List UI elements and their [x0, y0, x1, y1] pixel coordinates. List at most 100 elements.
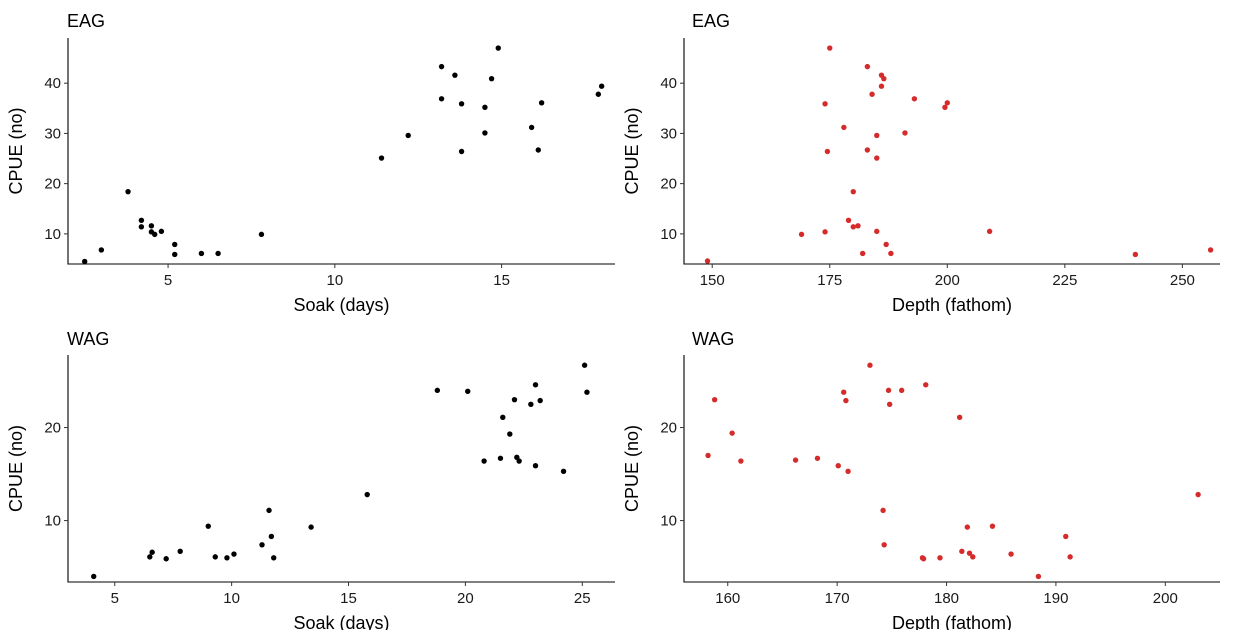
data-point — [822, 101, 828, 107]
data-point — [266, 507, 272, 514]
y-tick-label: 20 — [44, 420, 61, 437]
data-point — [482, 130, 488, 136]
data-point — [507, 431, 513, 437]
data-point — [855, 223, 861, 229]
data-point — [989, 523, 996, 529]
data-point — [920, 556, 927, 562]
x-tick-label: 190 — [1043, 590, 1068, 607]
data-point — [835, 463, 841, 469]
data-point — [481, 458, 487, 464]
data-point — [581, 362, 588, 368]
data-point — [1008, 551, 1014, 557]
data-point — [878, 83, 885, 89]
data-point — [205, 523, 211, 529]
data-point — [885, 387, 892, 394]
x-axis-title: Soak (days) — [293, 295, 389, 315]
data-point — [822, 229, 828, 235]
data-point — [986, 228, 993, 235]
x-axis-title: Depth (fathom) — [892, 295, 1012, 315]
x-tick-label: 150 — [700, 272, 725, 289]
data-point — [902, 130, 908, 136]
data-point — [497, 455, 504, 461]
y-axis-title: CPUE (no) — [622, 425, 642, 512]
data-point — [438, 63, 445, 70]
y-axis-title: CPUE (no) — [6, 425, 26, 512]
x-tick-label: 170 — [825, 590, 850, 607]
x-tick-label: 160 — [715, 590, 740, 607]
x-tick-label: 225 — [1052, 272, 1077, 289]
x-tick-label: 5 — [111, 590, 119, 607]
data-point — [874, 155, 880, 161]
data-point — [888, 250, 894, 257]
x-tick-label: 200 — [935, 272, 960, 289]
data-point — [814, 455, 821, 461]
data-point — [883, 241, 889, 248]
x-tick-label: 15 — [340, 590, 357, 607]
panel-title: EAG — [692, 11, 730, 31]
x-tick-label: 15 — [493, 272, 510, 289]
y-tick-label: 20 — [44, 176, 61, 193]
data-point — [138, 224, 145, 230]
y-tick-label: 10 — [44, 226, 61, 243]
data-point — [959, 548, 965, 554]
data-point — [482, 104, 488, 111]
data-point — [850, 188, 856, 195]
data-point — [859, 250, 866, 257]
data-point — [705, 452, 711, 459]
x-tick-label: 10 — [223, 590, 240, 607]
data-point — [148, 223, 155, 229]
wag-depth-panel: WAG Depth (fathom) CPUE (no) 160 170 180 19… — [622, 329, 1220, 630]
data-point — [231, 551, 237, 557]
data-point — [458, 148, 465, 155]
data-point — [845, 468, 851, 474]
y-tick-label: 10 — [44, 513, 61, 530]
y-tick-label: 20 — [660, 176, 677, 193]
data-point — [152, 231, 158, 238]
x-tick-label: 20 — [457, 590, 474, 607]
data-point — [827, 45, 833, 51]
data-point — [212, 554, 218, 560]
data-point — [1132, 251, 1139, 258]
y-tick-label: 40 — [660, 75, 677, 92]
x-tick-label: 180 — [934, 590, 959, 607]
data-point — [452, 72, 458, 78]
x-tick-label: 200 — [1153, 590, 1178, 607]
data-point — [271, 555, 277, 561]
data-point — [495, 45, 501, 51]
data-point — [841, 389, 847, 395]
data-point — [1035, 573, 1042, 580]
data-point — [874, 132, 880, 139]
data-point — [434, 387, 441, 394]
data-point — [500, 414, 506, 421]
data-point — [224, 555, 230, 561]
data-point — [268, 533, 275, 540]
x-tick-label: 5 — [164, 272, 172, 289]
data-point — [898, 387, 905, 394]
panel-title: EAG — [67, 11, 105, 31]
data-point — [215, 250, 221, 257]
data-point — [465, 388, 471, 394]
data-point — [138, 217, 145, 224]
data-point — [886, 401, 893, 408]
y-axis-title: CPUE (no) — [622, 107, 642, 194]
panel-title: WAG — [692, 329, 734, 349]
data-point — [843, 397, 849, 404]
y-tick-label: 20 — [660, 420, 677, 437]
data-point — [792, 457, 799, 463]
y-axis-title: CPUE (no) — [6, 107, 26, 194]
data-point — [458, 101, 465, 107]
data-point — [944, 100, 950, 106]
data-point — [258, 231, 265, 238]
data-point — [923, 382, 929, 388]
data-point — [598, 83, 605, 89]
data-point — [535, 147, 541, 153]
data-point — [942, 104, 948, 111]
data-point — [704, 258, 711, 264]
data-point — [91, 573, 97, 580]
x-axis-title: Soak (days) — [293, 613, 389, 630]
data-point — [798, 231, 805, 238]
data-point — [867, 362, 873, 368]
y-tick-label: 10 — [660, 513, 677, 530]
data-point — [125, 188, 131, 195]
